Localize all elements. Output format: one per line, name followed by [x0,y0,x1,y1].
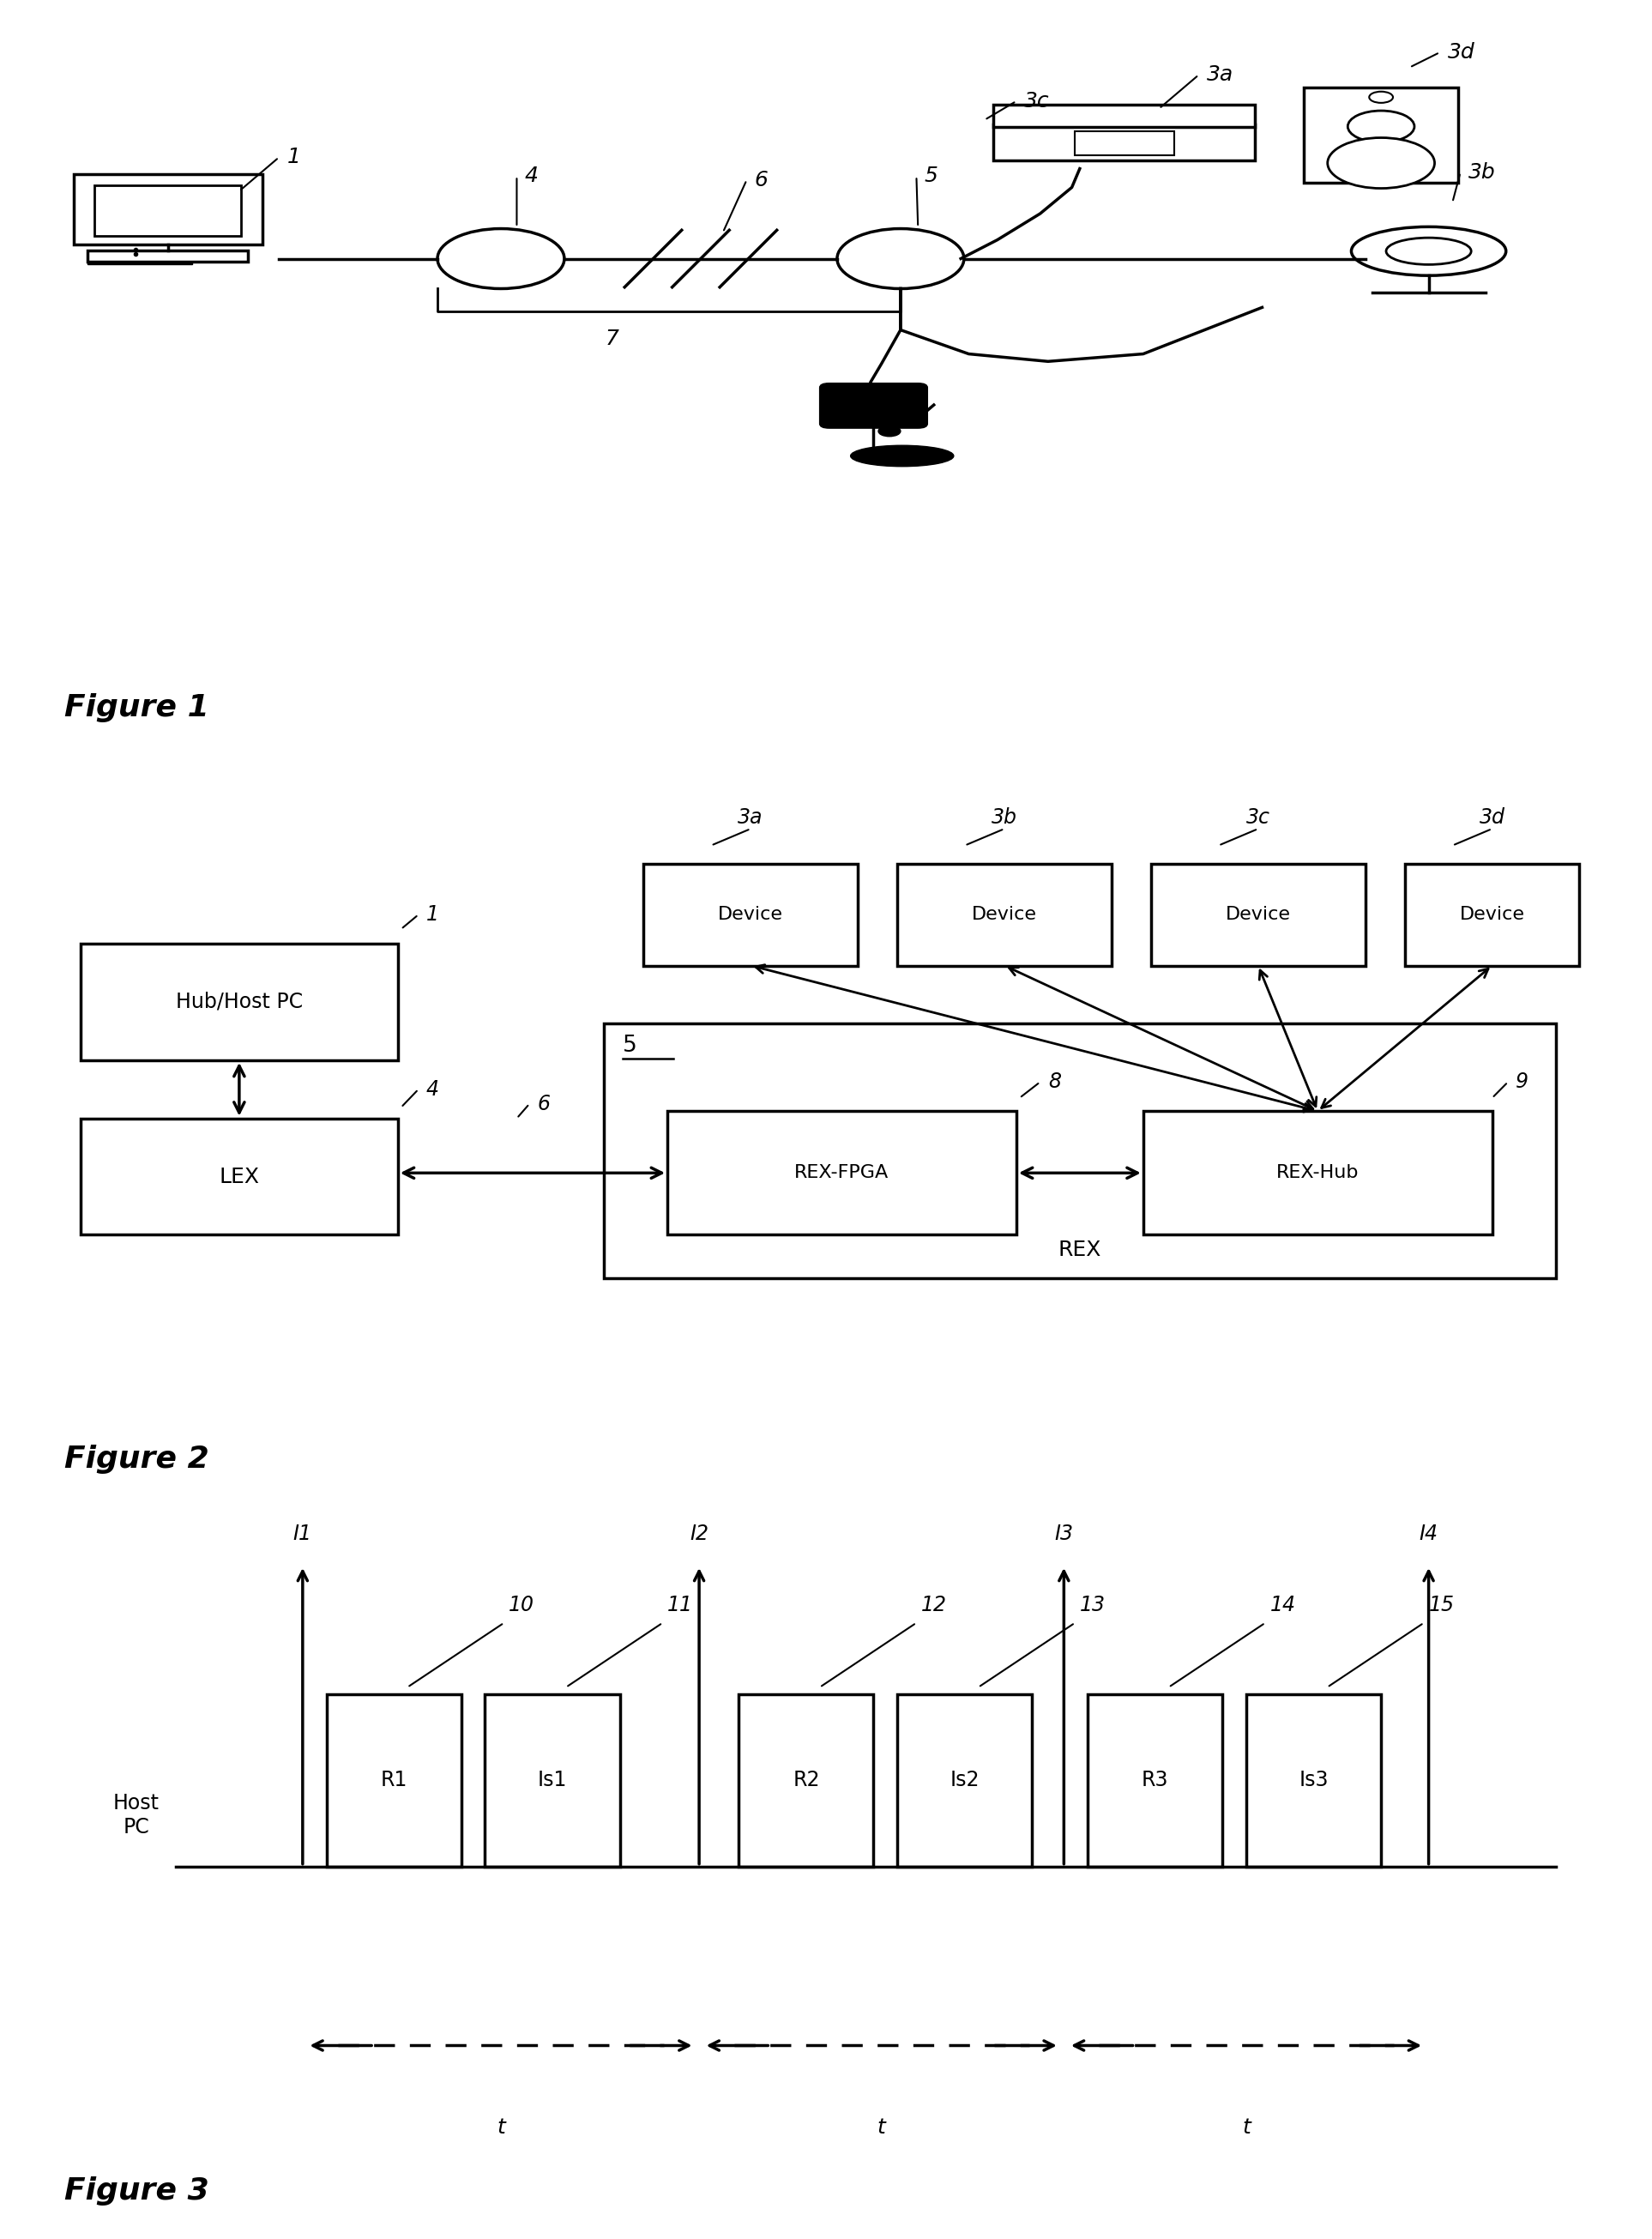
Text: Device: Device [719,907,783,922]
Text: 15: 15 [1429,1594,1454,1617]
Text: Is3: Is3 [1298,1771,1328,1791]
Bar [993,105,1256,128]
Bar [644,864,857,965]
Circle shape [838,228,965,289]
Bar [1087,1695,1222,1867]
Text: R1: R1 [380,1771,408,1791]
Text: Figure 2: Figure 2 [64,1444,210,1473]
Text: 12: 12 [922,1594,947,1617]
Text: Device: Device [971,907,1037,922]
FancyBboxPatch shape [819,383,927,428]
Text: R2: R2 [793,1771,819,1791]
Bar [993,123,1256,161]
Text: 4: 4 [426,1079,439,1099]
Text: REX-Hub: REX-Hub [1277,1164,1360,1182]
Text: Device: Device [1459,907,1525,922]
Text: t: t [1242,2118,1251,2138]
Text: LEX: LEX [220,1167,259,1187]
Text: I3: I3 [1054,1523,1074,1545]
Bar [738,1695,874,1867]
Bar [88,262,192,264]
Ellipse shape [1351,226,1507,275]
Bar [81,945,398,1061]
Text: Host
PC: Host PC [112,1793,159,1838]
Bar [1246,1695,1381,1867]
Circle shape [1348,110,1414,143]
Text: t: t [497,2118,506,2138]
Ellipse shape [851,446,953,466]
Text: 5: 5 [925,166,938,186]
Bar [94,186,241,235]
Bar [897,864,1112,965]
Text: 3c: 3c [1246,808,1270,828]
Text: 6: 6 [755,170,768,190]
Text: I2: I2 [689,1523,709,1545]
Bar [486,1695,620,1867]
Bar [1143,1111,1492,1236]
Text: 3c: 3c [1024,92,1049,112]
Bar [667,1111,1016,1236]
Text: 8: 8 [1047,1072,1061,1093]
Text: Device: Device [1226,907,1290,922]
Text: 9: 9 [1517,1072,1528,1093]
Bar [1151,864,1365,965]
Bar [897,1695,1032,1867]
Ellipse shape [1386,237,1472,264]
Bar [1074,132,1175,154]
Text: R3: R3 [1142,1771,1168,1791]
Text: Hub/Host PC: Hub/Host PC [175,992,302,1012]
Text: 13: 13 [1080,1594,1105,1617]
Text: 6: 6 [537,1093,550,1115]
Text: Figure 1: Figure 1 [64,694,210,723]
Bar [73,175,263,244]
Circle shape [1370,92,1393,103]
Text: Figure 3: Figure 3 [64,2176,210,2205]
Text: 3b: 3b [1469,161,1495,184]
Text: 14: 14 [1270,1594,1295,1617]
Text: REX: REX [1059,1240,1102,1261]
Circle shape [1328,139,1434,188]
Bar [327,1695,461,1867]
Text: 5: 5 [623,1034,638,1057]
Text: REX-FPGA: REX-FPGA [795,1164,889,1182]
Bar [605,1023,1556,1278]
Text: 4: 4 [525,166,539,186]
Bar [81,1117,398,1236]
Text: 1: 1 [426,905,439,925]
Text: 3d: 3d [1447,43,1475,63]
Text: 3a: 3a [738,808,763,828]
Text: I1: I1 [292,1523,312,1545]
Text: 3d: 3d [1479,808,1505,828]
Circle shape [438,228,565,289]
Text: 11: 11 [667,1594,694,1617]
Text: Is2: Is2 [950,1771,980,1791]
Bar [88,251,248,262]
Bar [1303,87,1459,184]
Text: 7: 7 [605,329,620,349]
Text: 1: 1 [287,148,301,168]
Text: t: t [877,2118,885,2138]
Text: 3a: 3a [1206,65,1234,85]
Text: 10: 10 [509,1594,535,1617]
Text: 3b: 3b [991,808,1018,828]
Ellipse shape [879,425,900,437]
Text: Is1: Is1 [537,1771,567,1791]
Bar [1404,864,1579,965]
Text: I4: I4 [1419,1523,1439,1545]
